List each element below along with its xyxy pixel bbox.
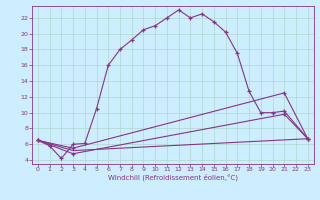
X-axis label: Windchill (Refroidissement éolien,°C): Windchill (Refroidissement éolien,°C) (108, 174, 238, 181)
